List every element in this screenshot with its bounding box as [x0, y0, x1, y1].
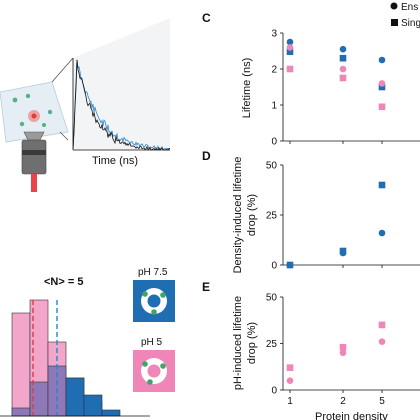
chart-c-point-circle: [339, 45, 347, 53]
chart-c-point-square: [286, 48, 294, 56]
legend-single-marker: [391, 19, 398, 26]
decay-x-label: Time (ns): [92, 155, 138, 167]
laser-beam: [31, 174, 37, 192]
chart-c-point-square: [339, 54, 347, 62]
hist-bar-blue: [65, 377, 85, 417]
chart-c-point-square: [378, 103, 386, 111]
chart-e-xtick-label: 5: [379, 396, 385, 407]
ph-high-vesicle-core: [147, 294, 161, 308]
histogram-panel: <N> = 5 pH 7.5 pH 5: [0, 267, 175, 417]
chart-c-ytick-label: 1: [271, 101, 277, 112]
chart-d-point-circle: [378, 229, 386, 237]
ph-low-protein: [160, 363, 166, 369]
ph-high-protein: [142, 291, 148, 297]
ph-high-protein: [160, 292, 166, 298]
chart-e-ylabel-line1: pH-induced lifetime: [232, 296, 244, 390]
legend: Ens Sing: [390, 2, 420, 29]
hist-bar-pink: [11, 312, 31, 417]
objective-body: [21, 139, 47, 175]
chart-e-point-circle: [339, 349, 347, 357]
chart-c-point-circle: [378, 80, 386, 87]
chart-c-ytick-label: 0: [271, 137, 277, 148]
legend-ensemble-label: Ens: [401, 2, 418, 13]
legend-single-label: Sing: [401, 18, 420, 29]
chart-e-xtick-label: 2: [340, 396, 346, 407]
chart-c-ytick-label: 3: [271, 29, 277, 40]
vesicle-dot: [19, 121, 25, 127]
ph-high-protein: [151, 309, 157, 315]
legend-ensemble-marker: [390, 2, 398, 10]
ph-high-label: pH 7.5: [138, 267, 168, 278]
chart-e-ytick-label: 50: [266, 293, 278, 304]
chart-e-ytick-label: 25: [266, 339, 278, 350]
chart-e-ytick-label: 0: [271, 386, 277, 397]
histogram-title: <N> = 5: [44, 276, 83, 288]
chart-e-ylabel-line2: drop (%): [246, 322, 258, 364]
panel-label-d: D: [202, 149, 211, 163]
chart-c-point-circle: [378, 56, 386, 64]
chart-d-ylabel-line1: Density-induced lifetime: [232, 157, 244, 274]
chart-e-xlabel: Protein density: [315, 411, 388, 420]
hist-bar-blue: [11, 407, 31, 417]
chart-e-point-square: [339, 343, 347, 351]
chart-d-ylabel-line2: drop (%): [246, 194, 258, 236]
decay-curve-blue: [72, 59, 171, 151]
panel-label-c: C: [202, 11, 211, 25]
chart-d-point-square: [378, 181, 386, 189]
chart-e-point-circle: [378, 338, 386, 345]
chart-e-point-circle: [286, 377, 294, 385]
panel-label-e: E: [202, 280, 210, 294]
ph-low-protein: [142, 361, 148, 367]
chart-d-point-square: [286, 261, 294, 269]
chart-e-point-square: [286, 364, 294, 371]
decay-curve-black: [72, 60, 171, 151]
objective-ring: [22, 150, 46, 155]
schematic: Time (ns): [0, 18, 171, 192]
zoom-line: [59, 131, 69, 141]
chart-d-ytick-label: 25: [266, 211, 278, 222]
zoom-line: [51, 57, 74, 83]
ph-low-protein: [147, 379, 153, 385]
vesicle-dot: [12, 97, 18, 103]
vesicle-dot: [25, 93, 31, 99]
decay-plot-background: [73, 18, 170, 150]
chart-c-point-circle: [286, 44, 294, 51]
chart-c-point-circle: [286, 38, 294, 46]
vesicle-dot: [42, 123, 46, 127]
chart-c-point-square: [378, 83, 386, 91]
ph-low-label: pH 5: [141, 337, 163, 348]
chart-c-point-circle: [339, 65, 347, 73]
hist-bar-blue: [101, 409, 121, 417]
chart-d-ytick-label: 0: [271, 261, 277, 272]
chart-d-point-square: [339, 247, 347, 255]
chart-d-ytick-label: 50: [266, 161, 278, 172]
vesicle-dot: [47, 109, 53, 115]
chart-c-point-square: [286, 65, 294, 73]
chart-e-point-square: [378, 321, 386, 329]
hist-bar-blue: [83, 394, 103, 417]
chart-c-ytick-label: 2: [271, 65, 277, 76]
chart-e-xtick-label: 1: [287, 396, 293, 407]
excitation-core: [31, 113, 37, 119]
chart-c-ylabel: Lifetime (ns): [241, 58, 253, 119]
chart-c-point-square: [339, 74, 347, 82]
ph-low-vesicle-core: [147, 364, 161, 378]
